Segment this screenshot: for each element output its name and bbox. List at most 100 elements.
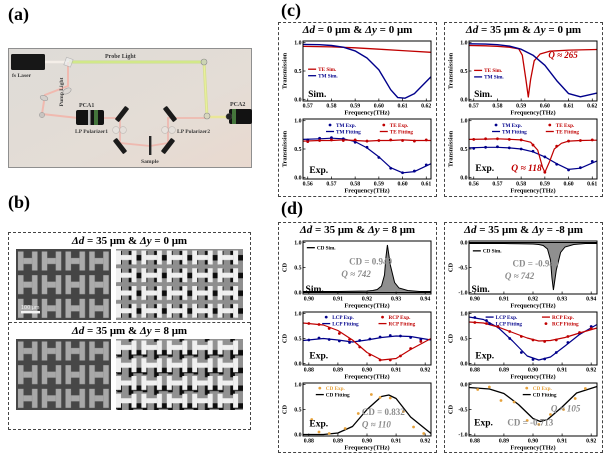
svg-text:Q ≈ 265: Q ≈ 265 (548, 50, 578, 60)
svg-text:0.5: 0.5 (294, 408, 301, 414)
svg-text:0.0: 0.0 (460, 175, 467, 181)
svg-text:Exp.: Exp. (474, 418, 493, 428)
fs-laser-box (11, 54, 45, 70)
panel-c-right-title: Δd = 35 μm & Δy = 0 μm (465, 24, 582, 36)
mirror-upper-left (115, 106, 129, 122)
panel-b-box: Δd = 35 μm & Δy = 0 μm (8, 232, 251, 430)
svg-text:0.5: 0.5 (294, 337, 301, 343)
svg-text:0.57: 0.57 (326, 182, 336, 188)
svg-text:0.88: 0.88 (470, 368, 480, 374)
svg-text:CD: CD (282, 263, 289, 273)
svg-text:0.91: 0.91 (557, 439, 567, 445)
svg-text:LCP Fitting: LCP Fitting (496, 321, 523, 327)
svg-text:CD: CD (448, 405, 455, 415)
pca1-device (76, 110, 104, 125)
svg-text:Sim.: Sim. (308, 90, 326, 100)
svg-text:Transmission: Transmission (448, 130, 455, 167)
mirror-upper-right (163, 106, 177, 122)
svg-text:0.90: 0.90 (362, 439, 372, 445)
svg-text:-0.5: -0.5 (458, 266, 467, 272)
sem-image-top-right (116, 249, 243, 320)
panel-c-left-box: Δd = 0 μm & Δy = 0 μm 0.57 0.58 0.59 0.60 0.… (278, 22, 437, 197)
pump-beam (40, 62, 79, 119)
setup-components (11, 54, 252, 155)
lp-polarizer1-optic (112, 126, 127, 134)
scale-bar (21, 311, 40, 314)
svg-text:Frequency(THz): Frequency(THz) (344, 110, 389, 117)
mirror-lower-left (113, 138, 127, 154)
svg-text:Sim.: Sim. (472, 285, 490, 295)
svg-text:0.58: 0.58 (516, 182, 526, 188)
svg-text:Q ≈ 118: Q ≈ 118 (511, 164, 542, 174)
svg-text:CD Exp.: CD Exp. (326, 386, 346, 392)
svg-text:0.59: 0.59 (374, 182, 384, 188)
svg-text:0.62: 0.62 (421, 104, 431, 110)
pca2-device (225, 109, 252, 124)
svg-text:0.91: 0.91 (391, 439, 401, 445)
pump-light-label: Pump Light (59, 77, 65, 106)
mirror-top-right (200, 58, 208, 66)
svg-text:0.61: 0.61 (397, 104, 407, 110)
setup-labels: fs Laser Probe Light Pump Light PCA1 PCA… (12, 54, 245, 165)
chart-d-right-lcp-rcp: 0.88 0.89 0.90 0.91 0.92 0.0 0.5 1.0 Frequency(T… (446, 309, 601, 380)
mirror-lower-right (161, 138, 175, 154)
svg-text:0.89: 0.89 (333, 439, 343, 445)
svg-text:0.0: 0.0 (460, 97, 467, 103)
svg-text:0.61: 0.61 (587, 182, 597, 188)
panel-d-right-box: Δd = 35 μm & Δy = -8 μm 0.90 0.91 0.92 0.93… (444, 222, 603, 453)
svg-text:RCP Exp.: RCP Exp. (389, 315, 412, 321)
chart-c-right-exp: 0.56 0.57 0.58 0.59 0.60 0.61 0.0 0.5 1.0 Frequen… (446, 116, 601, 194)
svg-text:0.56: 0.56 (303, 182, 313, 188)
svg-text:0.91: 0.91 (557, 368, 567, 374)
svg-text:0.0: 0.0 (460, 383, 467, 389)
svg-text:CD Fitting: CD Fitting (326, 392, 350, 398)
svg-text:Sim.: Sim. (306, 285, 324, 295)
svg-text:0.89: 0.89 (499, 368, 509, 374)
svg-text:0.0: 0.0 (294, 97, 301, 103)
svg-text:LCP Exp.: LCP Exp. (332, 315, 354, 321)
svg-text:0.58: 0.58 (350, 182, 360, 188)
svg-text:0.58: 0.58 (492, 104, 502, 110)
svg-text:0.92: 0.92 (420, 368, 430, 374)
svg-text:0.5: 0.5 (460, 69, 467, 75)
svg-text:0.88: 0.88 (470, 439, 480, 445)
svg-text:CD = 0.832: CD = 0.832 (362, 407, 405, 417)
panel-c-right-box: Δd = 35 μm & Δy = 0 μm 0.57 0.58 0.59 0.60 0… (444, 22, 603, 197)
svg-text:0.90: 0.90 (304, 297, 314, 303)
chart-c-left-exp: 0.56 0.57 0.58 0.59 0.60 0.61 0.0 0.5 1.0 Frequen… (280, 116, 435, 194)
svg-text:Frequency(THz): Frequency(THz) (344, 303, 389, 310)
svg-text:-1.0: -1.0 (458, 433, 467, 439)
svg-text:Sim.: Sim. (474, 90, 492, 100)
svg-text:CD = -0.713: CD = -0.713 (507, 417, 553, 427)
svg-text:0.89: 0.89 (333, 368, 343, 374)
svg-text:Transmission: Transmission (448, 52, 455, 89)
lp-polarizer2-label: LP Polarizer2 (177, 129, 210, 135)
chart-c-right-sim: 0.57 0.58 0.59 0.60 0.61 0.62 0.0 0.5 1.0 Frequen… (446, 38, 601, 116)
svg-text:1.0: 1.0 (460, 119, 467, 125)
svg-text:TM Sim.: TM Sim. (318, 74, 338, 80)
svg-text:RCP Exp.: RCP Exp. (552, 315, 575, 321)
svg-text:TE Exp.: TE Exp. (390, 123, 409, 129)
svg-text:Transmission: Transmission (282, 130, 289, 167)
pump-optic-1 (62, 87, 72, 95)
sem-section-top: Δd = 35 μm & Δy = 0 μm (9, 233, 250, 322)
panel-d-label: (d) (281, 198, 303, 218)
panel-d-right-title: Δd = 35 μm & Δy = -8 μm (464, 224, 583, 236)
svg-text:0.0: 0.0 (294, 433, 301, 439)
svg-text:RCP Fitting: RCP Fitting (552, 321, 579, 327)
svg-text:0.58: 0.58 (326, 104, 336, 110)
svg-text:0.61: 0.61 (563, 104, 573, 110)
svg-text:TM Fitting: TM Fitting (502, 129, 527, 135)
svg-text:1.0: 1.0 (294, 241, 301, 247)
svg-text:0.92: 0.92 (586, 368, 596, 374)
svg-text:0.60: 0.60 (540, 104, 550, 110)
panel-c-left-title: Δd = 0 μm & Δy = 0 μm (302, 24, 413, 36)
svg-text:Q ≈ 110: Q ≈ 110 (362, 420, 391, 430)
sem-image-bottom-right (116, 339, 243, 410)
svg-text:Frequency(THz): Frequency(THz) (510, 445, 555, 452)
svg-text:-0.5: -0.5 (458, 408, 467, 414)
svg-text:0.59: 0.59 (540, 182, 550, 188)
svg-text:1.0: 1.0 (460, 41, 467, 47)
svg-text:0.91: 0.91 (499, 297, 509, 303)
svg-text:0.61: 0.61 (421, 182, 431, 188)
